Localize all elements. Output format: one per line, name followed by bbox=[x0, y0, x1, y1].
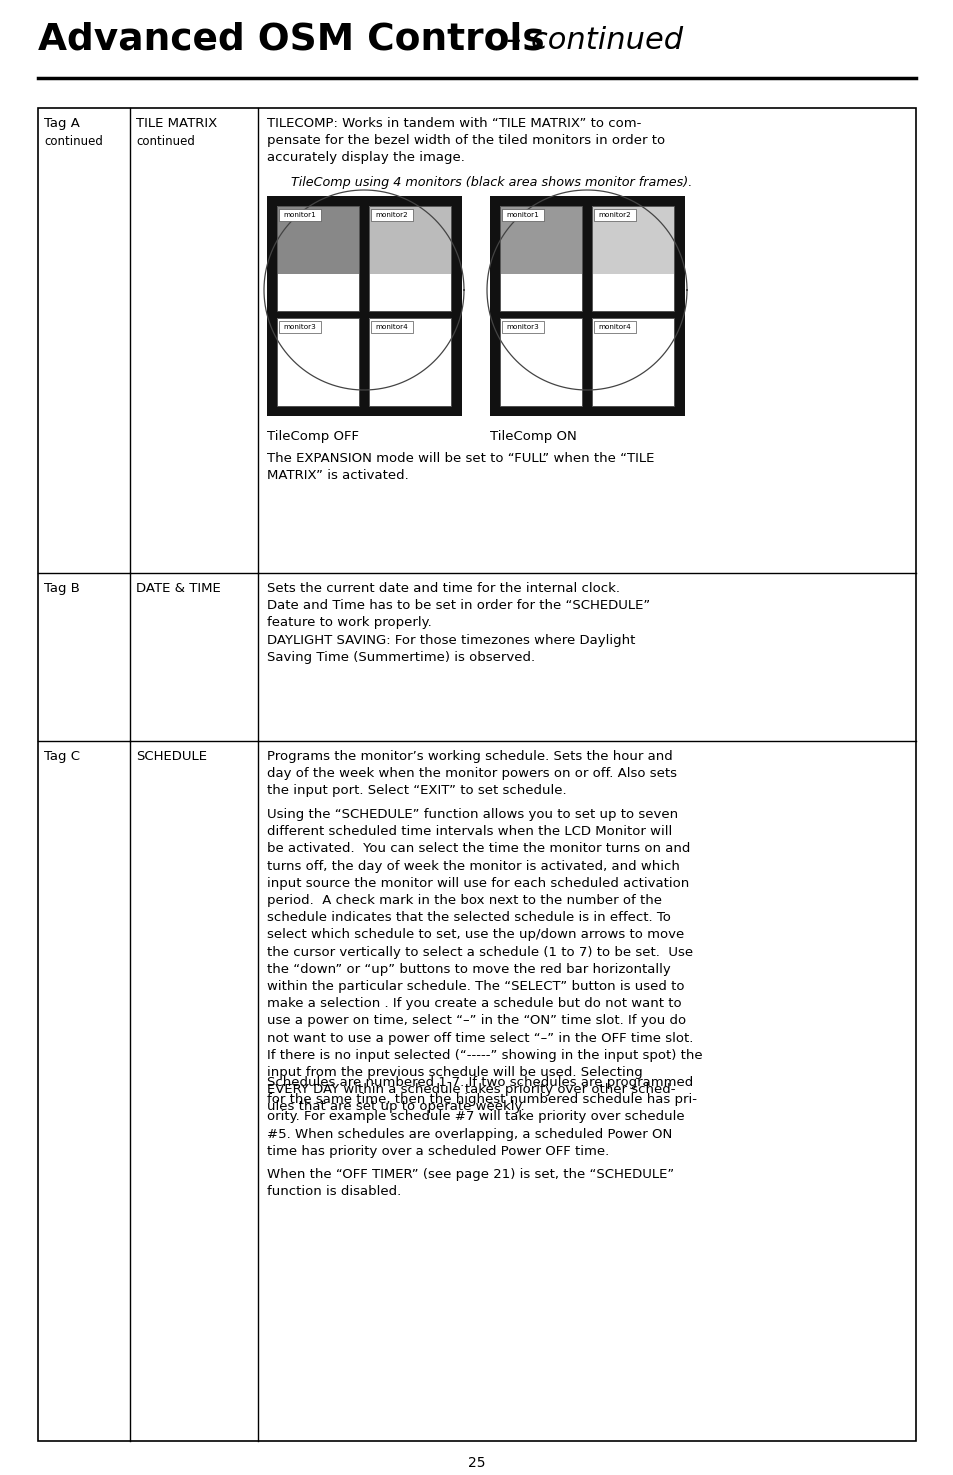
Text: Schedules are numbered 1-7. If two schedules are programmed
for the same time, t: Schedules are numbered 1-7. If two sched… bbox=[267, 1075, 697, 1158]
Bar bbox=[592, 319, 673, 406]
Bar bbox=[369, 319, 451, 406]
Bar bbox=[369, 207, 451, 274]
Bar bbox=[499, 319, 581, 406]
Text: monitor3: monitor3 bbox=[283, 324, 316, 330]
Bar bbox=[278, 322, 320, 333]
Text: monitor1: monitor1 bbox=[506, 212, 538, 218]
Bar bbox=[490, 196, 684, 416]
Text: Sets the current date and time for the internal clock.
Date and Time has to be s: Sets the current date and time for the i… bbox=[267, 583, 650, 664]
Text: TILE MATRIX: TILE MATRIX bbox=[136, 117, 217, 130]
Text: Tag B: Tag B bbox=[44, 583, 80, 594]
Text: monitor4: monitor4 bbox=[598, 324, 631, 330]
Bar bbox=[594, 209, 636, 221]
Bar bbox=[276, 319, 358, 406]
Text: continued: continued bbox=[136, 136, 194, 148]
Text: monitor1: monitor1 bbox=[283, 212, 316, 218]
Text: Tag A: Tag A bbox=[44, 117, 80, 130]
Bar bbox=[594, 322, 636, 333]
Text: When the “OFF TIMER” (see page 21) is set, the “SCHEDULE”
function is disabled.: When the “OFF TIMER” (see page 21) is se… bbox=[267, 1168, 674, 1198]
Bar bbox=[267, 196, 461, 416]
Bar bbox=[371, 209, 413, 221]
Bar bbox=[276, 319, 358, 406]
Text: monitor4: monitor4 bbox=[375, 324, 408, 330]
Text: TileComp using 4 monitors (black area shows monitor frames).: TileComp using 4 monitors (black area sh… bbox=[278, 176, 692, 189]
Text: monitor2: monitor2 bbox=[598, 212, 631, 218]
Bar bbox=[276, 207, 358, 311]
Text: TileComp OFF: TileComp OFF bbox=[267, 431, 358, 442]
Text: monitor3: monitor3 bbox=[506, 324, 538, 330]
Bar bbox=[369, 207, 451, 311]
Text: continued: continued bbox=[44, 136, 103, 148]
Bar bbox=[499, 207, 581, 274]
Text: DATE & TIME: DATE & TIME bbox=[136, 583, 220, 594]
Text: 25: 25 bbox=[468, 1456, 485, 1471]
Text: The EXPANSION mode will be set to “FULL” when the “TILE
MATRIX” is activated.: The EXPANSION mode will be set to “FULL”… bbox=[267, 451, 654, 482]
Text: Advanced OSM Controls: Advanced OSM Controls bbox=[38, 22, 544, 58]
Text: TILECOMP: Works in tandem with “TILE MATRIX” to com-
pensate for the bezel width: TILECOMP: Works in tandem with “TILE MAT… bbox=[267, 117, 664, 164]
Bar bbox=[501, 322, 543, 333]
Text: TileComp ON: TileComp ON bbox=[490, 431, 577, 442]
Bar bbox=[592, 207, 673, 311]
Text: – continued: – continued bbox=[505, 27, 682, 55]
Bar bbox=[499, 207, 581, 311]
Bar bbox=[276, 207, 358, 311]
Text: monitor2: monitor2 bbox=[375, 212, 408, 218]
Text: SCHEDULE: SCHEDULE bbox=[136, 749, 207, 763]
Bar bbox=[592, 207, 673, 274]
Bar bbox=[592, 207, 673, 311]
Text: Tag C: Tag C bbox=[44, 749, 80, 763]
Bar bbox=[369, 207, 451, 311]
Text: Programs the monitor’s working schedule. Sets the hour and
day of the week when : Programs the monitor’s working schedule.… bbox=[267, 749, 677, 798]
Text: Using the “SCHEDULE” function allows you to set up to seven
different scheduled : Using the “SCHEDULE” function allows you… bbox=[267, 808, 702, 1114]
Bar bbox=[278, 209, 320, 221]
Bar bbox=[369, 319, 451, 406]
Bar bbox=[501, 209, 543, 221]
Bar bbox=[499, 319, 581, 406]
Bar bbox=[371, 322, 413, 333]
Bar bbox=[592, 319, 673, 406]
Bar bbox=[276, 207, 358, 274]
Bar bbox=[499, 207, 581, 311]
